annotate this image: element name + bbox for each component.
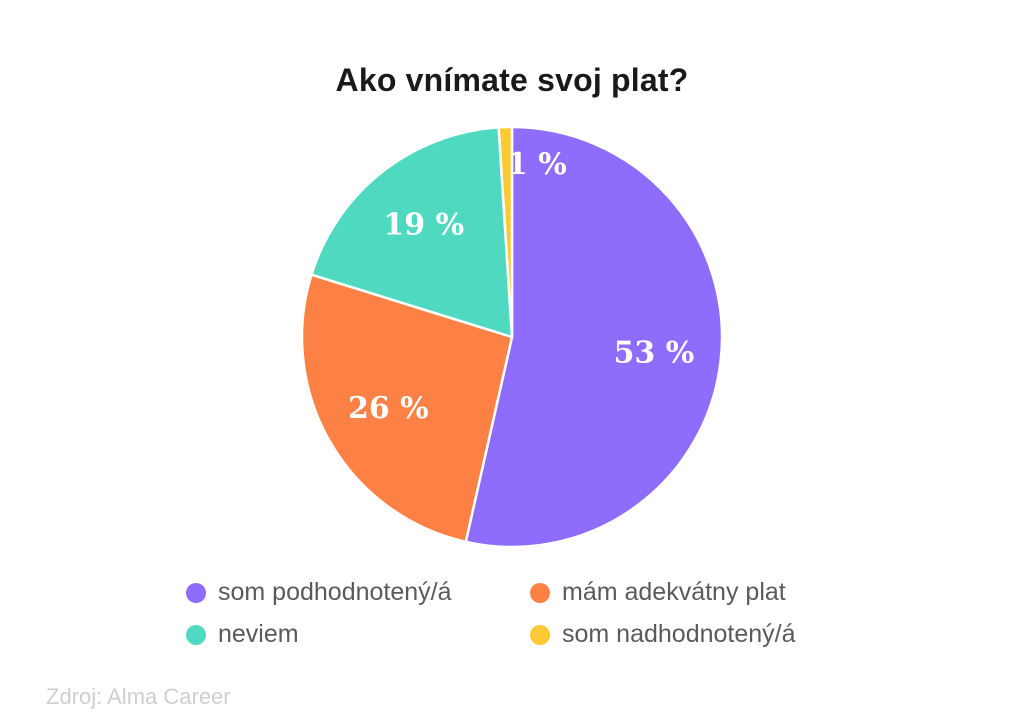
legend-label: mám adekvátny plat (562, 578, 786, 606)
legend-item-mam-adekvatny-plat: mám adekvátny plat (530, 578, 786, 607)
pie-slice-0 (464, 125, 724, 549)
pie-slice-2 (310, 126, 514, 339)
pie-slice-3 (497, 125, 514, 339)
legend-swatch-neviem (186, 624, 206, 645)
legend-swatch-mam-adekvatny-plat (530, 582, 550, 603)
legend-item-neviem: neviem (186, 620, 299, 649)
chart-title: Ako vnímate svoj plat? (335, 62, 689, 98)
legend-label: som nadhodnotený/á (562, 620, 796, 648)
source-note: Zdroj: Alma Career (46, 684, 231, 709)
legend-item-som-nadhodnoteny: som nadhodnotený/á (530, 620, 796, 649)
pie-chart: 53 % 26 % 19 % 1 % (300, 125, 724, 549)
legend-label: neviem (218, 620, 299, 648)
pie-data-label-3: 1 % (507, 147, 567, 182)
pie-labels: 53 % 26 % 19 % 1 % (348, 147, 694, 426)
legend-item-som-podhodnoteny: som podhodnotený/á (186, 578, 452, 607)
pie-slice-1 (300, 273, 514, 544)
pie-data-label-1: 26 % (348, 391, 429, 426)
legend-swatch-som-podhodnoteny (186, 582, 206, 603)
legend-swatch-som-nadhodnoteny (530, 624, 550, 645)
pie-data-label-0: 53 % (614, 335, 695, 370)
pie-slices (300, 125, 724, 549)
pie-data-label-2: 19 % (383, 207, 464, 242)
legend-label: som podhodnotený/á (218, 578, 452, 606)
